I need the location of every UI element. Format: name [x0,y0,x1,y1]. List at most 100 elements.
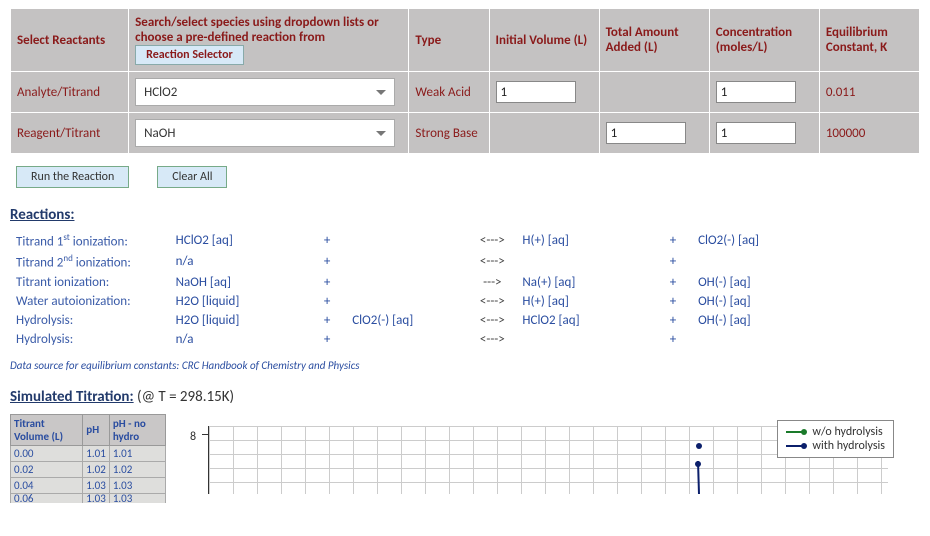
reaction-product1: H(+) [aq] [516,230,663,251]
reaction-plus: + [318,230,346,251]
reaction-product2: OH(-) [aq] [692,311,840,330]
col-eqk: Equilibrium Constant, K [819,9,919,72]
data-row: 0.021.021.02 [11,461,166,477]
col-totaladded: Total Amount Added (L) [599,9,709,72]
reaction-row: Hydrolysis:H2O [liquid]+ClO2(-) [aq]<---… [10,311,840,330]
run-reaction-button[interactable]: Run the Reaction [16,166,129,188]
col-conc: Concentration (moles/L) [709,9,819,72]
chart-legend: w/o hydrolysis with hydrolysis [777,420,894,458]
clear-all-button[interactable]: Clear All [157,166,227,188]
reagent-initvol-cell [489,113,599,154]
data-cell: 1.02 [109,461,165,477]
reaction-product1 [516,251,663,272]
sim-temp: (@ T = 298.15K) [137,388,234,406]
reaction-reactant2: ClO2(-) [aq] [346,311,468,330]
data-cell: 0.06 [11,493,83,503]
reaction-label: Water autoionization: [10,292,170,311]
analyte-totaladded-cell [599,72,709,113]
chart-point [695,461,701,467]
reaction-label: Titrant ionization: [10,273,170,292]
chevron-down-icon [376,131,386,136]
reagent-totaladded-input[interactable]: 1 [606,122,686,144]
reagent-species-cell: NaOH [129,113,409,154]
data-cell: 0.00 [11,445,83,461]
analyte-species-value: HClO2 [144,85,177,100]
reaction-product2 [692,330,840,349]
reaction-label: Titrand 2nd ionization: [10,251,170,272]
reactions-list: Titrand 1st ionization:HClO2 [aq]+<--->H… [10,230,840,349]
legend-swatch-icon [786,445,806,447]
reaction-product1: HClO2 [aq] [516,311,663,330]
reaction-reactant1: n/a [170,251,318,272]
reaction-row: Titrand 1st ionization:HClO2 [aq]+<--->H… [10,230,840,251]
analyte-label: Analyte/Titrand [11,72,129,113]
reaction-plus: + [664,330,692,349]
analyte-initvol-cell: 1 [489,72,599,113]
reaction-product2: OH(-) [aq] [692,292,840,311]
reaction-plus: + [664,230,692,251]
titration-data-table: Titrant Volume (L)pHpH - no hydro 0.001.… [10,414,166,503]
col-initvol: Initial Volume (L) [489,9,599,72]
reaction-plus: + [664,251,692,272]
reactants-table: Select Reactants Search/select species u… [10,8,920,154]
chart-ytick-label: 8 [190,430,196,444]
data-cell: 1.02 [83,461,110,477]
chart-point [696,443,702,449]
analyte-conc-input[interactable]: 1 [716,81,796,103]
reagent-conc-cell: 1 [709,113,819,154]
legend-row: with hydrolysis [786,439,885,453]
reaction-arrow: <---> [468,311,516,330]
reagent-row: Reagent/Titrant NaOH Strong Base 1 1 100… [11,113,920,154]
reaction-reactant2 [346,230,468,251]
analyte-row: Analyte/Titrand HClO2 Weak Acid 1 1 0.01… [11,72,920,113]
data-cell: 0.04 [11,477,83,493]
reagent-eqk: 100000 [819,113,919,154]
reaction-reactant1: H2O [liquid] [170,292,318,311]
legend-row: w/o hydrolysis [786,425,885,439]
reaction-reactant1: H2O [liquid] [170,311,318,330]
data-cell: 1.03 [83,477,110,493]
reaction-plus: + [664,292,692,311]
reaction-reactant2 [346,330,468,349]
analyte-species-cell: HClO2 [129,72,409,113]
reagent-label: Reagent/Titrant [11,113,129,154]
sim-titration-heading: Simulated Titration: (@ T = 298.15K) [10,388,920,406]
col-search: Search/select species using dropdown lis… [129,9,409,72]
data-cell: 1.03 [83,493,110,503]
chevron-down-icon [376,90,386,95]
reaction-arrow: <---> [468,251,516,272]
data-cell: 1.01 [109,445,165,461]
col-search-text: Search/select species using dropdown lis… [135,15,379,45]
analyte-initvol-input[interactable]: 1 [496,81,576,103]
analyte-type: Weak Acid [409,72,489,113]
reaction-row: Water autoionization:H2O [liquid]+<--->H… [10,292,840,311]
reagent-type: Strong Base [409,113,489,154]
reaction-plus: + [664,273,692,292]
reaction-product2 [692,251,840,272]
reaction-reactant2 [346,251,468,272]
reaction-product1: H(+) [aq] [516,292,663,311]
reaction-selector-button[interactable]: Reaction Selector [135,45,244,65]
reaction-plus: + [318,273,346,292]
data-cell: 1.01 [83,445,110,461]
reaction-plus: + [664,311,692,330]
data-col-header: Titrant Volume (L) [11,414,83,445]
reaction-product1: Na(+) [aq] [516,273,663,292]
action-row: Run the Reaction Clear All [16,166,920,188]
reaction-row: Hydrolysis:n/a+<--->+ [10,330,840,349]
reaction-arrow: <---> [468,230,516,251]
legend-swatch-icon [786,431,806,433]
data-col-header: pH [83,414,110,445]
reaction-reactant1: n/a [170,330,318,349]
reaction-product1 [516,330,663,349]
reagent-conc-input[interactable]: 1 [716,122,796,144]
reaction-product2: ClO2(-) [aq] [692,230,840,251]
data-row: 0.041.031.03 [11,477,166,493]
data-cell: 1.03 [109,477,165,493]
data-row: 0.061.031.03 [11,493,166,503]
analyte-species-select[interactable]: HClO2 [135,78,395,106]
reagent-species-select[interactable]: NaOH [135,119,395,147]
sim-title-text: Simulated Titration: [10,388,134,406]
reaction-reactant1: NaOH [aq] [170,273,318,292]
reaction-plus: + [318,251,346,272]
